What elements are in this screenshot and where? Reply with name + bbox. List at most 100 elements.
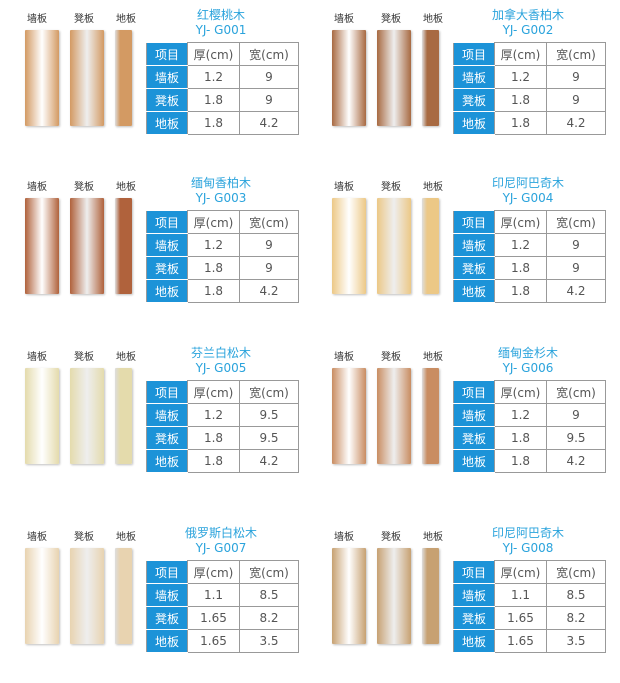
bench-board-image xyxy=(377,548,411,644)
row-label: 地板 xyxy=(146,449,188,473)
product-card: 墙板 凳板 地板 缅甸金杉木 YJ- G006 项目 厚(cm) 宽(cm) 墙板 1… xyxy=(307,338,617,503)
header-cell: 宽(cm) xyxy=(546,42,606,66)
row-label: 墙板 xyxy=(146,233,188,257)
header-cell: 厚(cm) xyxy=(494,42,547,66)
width-cell: 9 xyxy=(546,65,606,89)
width-cell: 4.2 xyxy=(546,449,606,473)
floor-board-image xyxy=(422,368,439,464)
table-row: 地板 1.8 4.2 xyxy=(453,111,606,135)
row-label: 凳板 xyxy=(146,88,188,112)
thickness-cell: 1.8 xyxy=(187,279,240,303)
width-cell: 9.5 xyxy=(546,426,606,450)
thickness-cell: 1.8 xyxy=(187,256,240,280)
bench-board-image xyxy=(70,368,104,464)
width-cell: 9 xyxy=(239,88,299,112)
table-row: 地板 1.8 4.2 xyxy=(146,111,299,135)
spec-table: 项目 厚(cm) 宽(cm) 墙板 1.2 9 凳板 1.8 9 地板 1.8 4.2 xyxy=(146,42,299,135)
row-label: 地板 xyxy=(146,279,188,303)
product-card: 墙板 凳板 地板 红樱桃木 YJ- G001 项目 厚(cm) 宽(cm) 墙板 1.… xyxy=(0,0,310,165)
bench-board-image xyxy=(70,548,104,644)
row-label: 凳板 xyxy=(146,426,188,450)
product-title: 印尼阿巴奇木 YJ- G004 xyxy=(491,176,564,205)
product-title: 俄罗斯白松木 YJ- G007 xyxy=(184,526,257,555)
spec-table: 项目 厚(cm) 宽(cm) 墙板 1.2 9 凳板 1.8 9 地板 1.8 4.2 xyxy=(453,210,606,303)
table-row: 墙板 1.2 9 xyxy=(453,403,606,427)
table-row: 凳板 1.8 9.5 xyxy=(146,426,299,450)
header-cell: 厚(cm) xyxy=(187,42,240,66)
thickness-cell: 1.2 xyxy=(494,233,547,257)
table-row: 墙板 1.1 8.5 xyxy=(453,583,606,607)
row-label: 凳板 xyxy=(453,426,495,450)
thickness-cell: 1.8 xyxy=(494,426,547,450)
product-title: 加拿大香柏木 YJ- G002 xyxy=(491,8,564,37)
thickness-cell: 1.2 xyxy=(494,65,547,89)
bench-label: 凳板 xyxy=(74,352,94,363)
bench-board-image xyxy=(377,198,411,294)
table-row: 墙板 1.2 9 xyxy=(146,65,299,89)
wall-board-image xyxy=(332,548,366,644)
header-cell: 厚(cm) xyxy=(187,210,240,234)
table-row: 墙板 1.2 9 xyxy=(453,65,606,89)
bench-board-image xyxy=(70,198,104,294)
width-cell: 9 xyxy=(546,403,606,427)
width-cell: 8.2 xyxy=(546,606,606,630)
wall-board-image xyxy=(25,198,59,294)
thickness-cell: 1.8 xyxy=(494,88,547,112)
product-card: 墙板 凳板 地板 加拿大香柏木 YJ- G002 项目 厚(cm) 宽(cm) 墙板… xyxy=(307,0,617,165)
product-title: 缅甸香柏木 YJ- G003 xyxy=(190,176,251,205)
header-cell: 厚(cm) xyxy=(494,210,547,234)
row-label: 地板 xyxy=(146,111,188,135)
table-row: 凳板 1.65 8.2 xyxy=(146,606,299,630)
bench-label: 凳板 xyxy=(381,352,401,363)
width-cell: 8.2 xyxy=(239,606,299,630)
product-card: 墙板 凳板 地板 芬兰白松木 YJ- G005 项目 厚(cm) 宽(cm) 墙板 1… xyxy=(0,338,310,503)
wall-label: 墙板 xyxy=(27,352,47,363)
row-label: 凳板 xyxy=(453,606,495,630)
product-title: 印尼阿巴奇木 YJ- G008 xyxy=(491,526,564,555)
header-cell: 宽(cm) xyxy=(546,380,606,404)
floor-label: 地板 xyxy=(116,14,136,25)
bench-label: 凳板 xyxy=(74,182,94,193)
spec-table: 项目 厚(cm) 宽(cm) 墙板 1.1 8.5 凳板 1.65 8.2 地板 1.65 3.5 xyxy=(453,560,606,653)
header-cell: 宽(cm) xyxy=(546,210,606,234)
wall-board-image xyxy=(25,30,59,126)
header-cell: 项目 xyxy=(146,560,188,584)
thickness-cell: 1.2 xyxy=(187,233,240,257)
spec-table: 项目 厚(cm) 宽(cm) 墙板 1.2 9 凳板 1.8 9 地板 1.8 4.2 xyxy=(453,42,606,135)
wall-label: 墙板 xyxy=(27,532,47,543)
row-label: 凳板 xyxy=(146,606,188,630)
width-cell: 9 xyxy=(546,233,606,257)
width-cell: 4.2 xyxy=(239,111,299,135)
floor-board-image xyxy=(422,30,439,126)
bench-label: 凳板 xyxy=(381,182,401,193)
row-label: 地板 xyxy=(453,629,495,653)
header-cell: 项目 xyxy=(453,210,495,234)
wall-board-image xyxy=(332,368,366,464)
table-row: 地板 1.65 3.5 xyxy=(453,629,606,653)
floor-label: 地板 xyxy=(116,352,136,363)
table-row: 凳板 1.8 9 xyxy=(453,88,606,112)
table-row: 地板 1.65 3.5 xyxy=(146,629,299,653)
header-cell: 项目 xyxy=(146,42,188,66)
width-cell: 9 xyxy=(546,256,606,280)
wall-label: 墙板 xyxy=(334,182,354,193)
floor-board-image xyxy=(115,198,132,294)
wall-label: 墙板 xyxy=(27,182,47,193)
bench-board-image xyxy=(70,30,104,126)
row-label: 墙板 xyxy=(453,233,495,257)
bench-label: 凳板 xyxy=(381,14,401,25)
floor-board-image xyxy=(115,368,132,464)
width-cell: 3.5 xyxy=(546,629,606,653)
row-label: 墙板 xyxy=(146,65,188,89)
wall-board-image xyxy=(332,30,366,126)
wall-label: 墙板 xyxy=(334,352,354,363)
row-label: 地板 xyxy=(453,111,495,135)
product-card: 墙板 凳板 地板 印尼阿巴奇木 YJ- G008 项目 厚(cm) 宽(cm) 墙板… xyxy=(307,518,617,683)
product-title: 缅甸金杉木 YJ- G006 xyxy=(497,346,558,375)
table-row: 地板 1.8 4.2 xyxy=(453,279,606,303)
header-cell: 宽(cm) xyxy=(239,560,299,584)
thickness-cell: 1.2 xyxy=(187,65,240,89)
thickness-cell: 1.1 xyxy=(494,583,547,607)
thickness-cell: 1.8 xyxy=(187,88,240,112)
width-cell: 9 xyxy=(546,88,606,112)
